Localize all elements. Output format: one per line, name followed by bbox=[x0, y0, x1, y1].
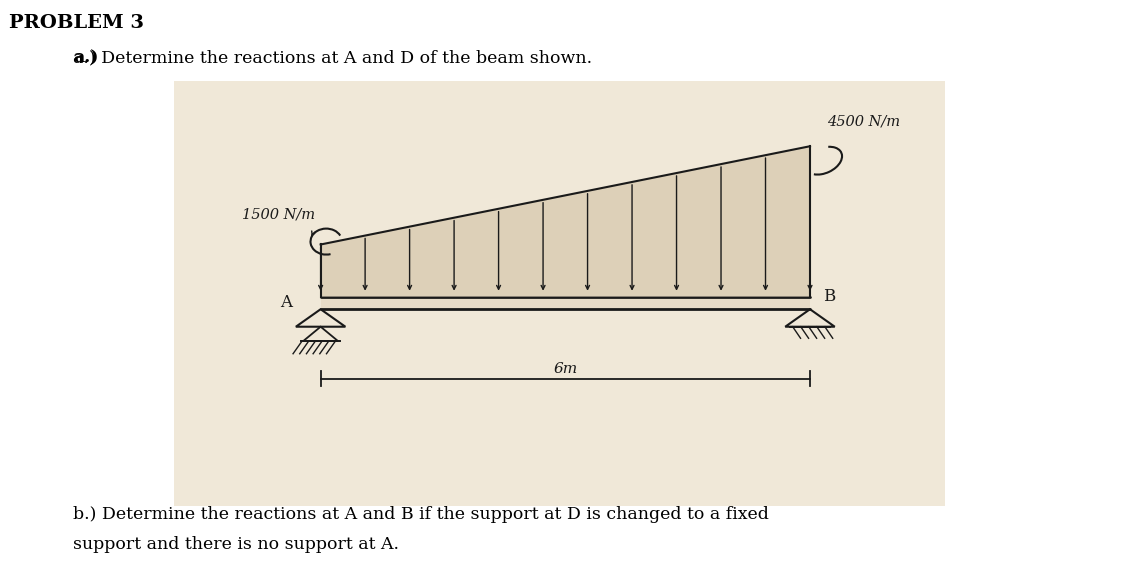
Text: a.): a.) bbox=[73, 49, 99, 66]
Text: a.) Determine the reactions at A and D of the beam shown.: a.) Determine the reactions at A and D o… bbox=[73, 49, 592, 66]
FancyBboxPatch shape bbox=[174, 81, 945, 506]
Text: 4500 N/m: 4500 N/m bbox=[827, 115, 900, 129]
Text: PROBLEM 3: PROBLEM 3 bbox=[9, 14, 144, 32]
Polygon shape bbox=[321, 297, 810, 309]
Text: A: A bbox=[280, 294, 292, 312]
Text: B: B bbox=[824, 288, 836, 305]
Text: b.) Determine the reactions at A and B if the support at D is changed to a fixed: b.) Determine the reactions at A and B i… bbox=[73, 506, 770, 523]
Text: support and there is no support at A.: support and there is no support at A. bbox=[73, 536, 399, 553]
Text: 6m: 6m bbox=[554, 362, 577, 376]
Text: 1500 N/m: 1500 N/m bbox=[242, 208, 315, 221]
Polygon shape bbox=[321, 146, 810, 297]
